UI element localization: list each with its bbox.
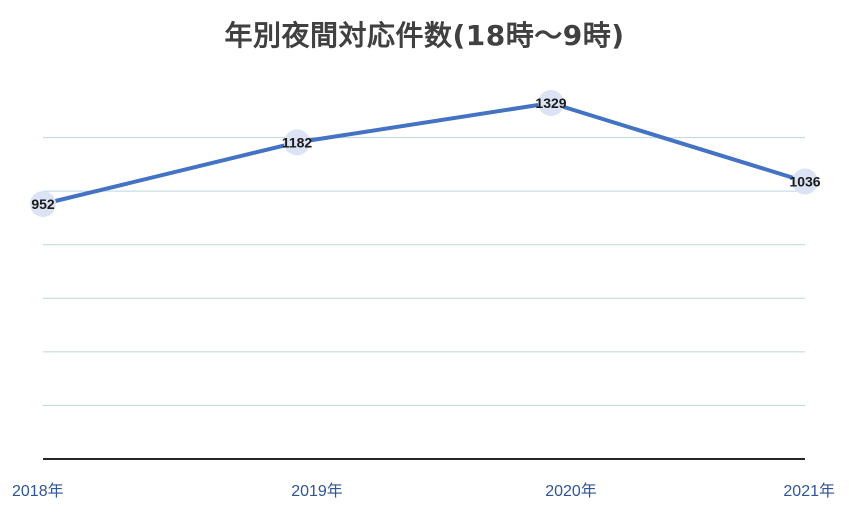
data-labels: 952 1182 1329 1036 <box>31 95 820 212</box>
x-tick-label: 2018年 <box>12 482 64 500</box>
data-label: 1329 <box>535 95 566 111</box>
x-tick-label: 2019年 <box>291 482 343 500</box>
data-label: 1036 <box>789 174 820 190</box>
chart-title: 年別夜間対応件数(18時～9時) <box>224 19 625 52</box>
data-label: 952 <box>31 196 55 212</box>
x-tick-label: 2021年 <box>783 482 835 500</box>
x-tick-labels: 2018年 2019年 2020年 2021年 <box>12 482 835 500</box>
series-line <box>41 101 807 206</box>
data-label: 1182 <box>282 134 313 150</box>
data-point <box>792 168 818 195</box>
data-markers <box>30 90 818 217</box>
x-tick-label: 2020年 <box>545 482 597 500</box>
data-point <box>538 90 564 117</box>
gridlines <box>43 137 805 406</box>
data-point <box>30 191 56 217</box>
data-point <box>284 129 310 156</box>
